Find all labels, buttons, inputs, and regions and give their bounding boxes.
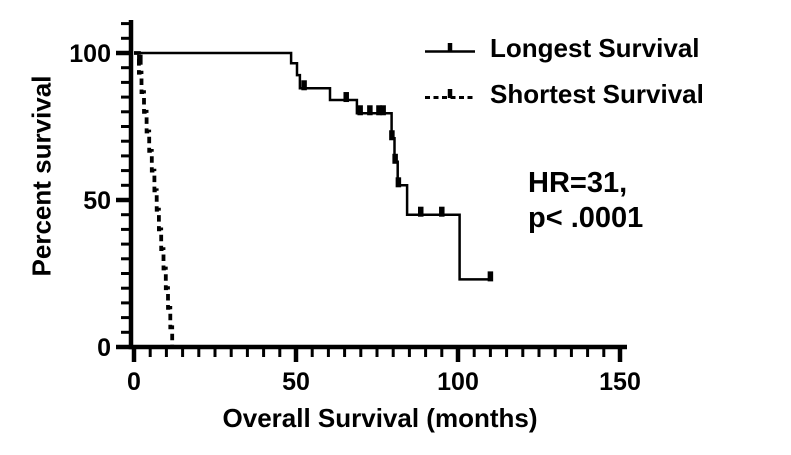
y-tick-label: 0 [97, 334, 111, 362]
solid-line-swatch-icon [425, 42, 475, 53]
legend-label-shortest-survival: Shortest Survival [490, 79, 704, 109]
dashed-line-swatch-icon [425, 88, 475, 99]
x-tick-label: 100 [437, 368, 479, 396]
y-tick-label: 100 [69, 40, 111, 68]
x-tick-label: 50 [282, 368, 310, 396]
legend-label-longest-survival: Longest Survival [490, 33, 700, 63]
x-axis-title: Overall Survival (months) [222, 403, 538, 433]
hazard-ratio-text: HR=31, [528, 167, 628, 199]
survival-curve-shortest-survival [134, 51, 175, 347]
y-tick-label: 50 [83, 187, 111, 215]
survival-curve-longest-survival [134, 51, 492, 281]
p-value-text: p< .0001 [528, 202, 644, 234]
x-tick-label: 0 [127, 368, 141, 396]
stats-annotation: HR=31, p< .0001 [528, 166, 643, 236]
legend-item-shortest-survival: Shortest Survival [424, 79, 704, 110]
legend: Longest Survival Shortest Survival [424, 33, 704, 110]
legend-item-longest-survival: Longest Survival [424, 33, 704, 64]
y-axis-title: Percent survival [26, 75, 57, 277]
x-tick-label: 150 [599, 368, 641, 396]
